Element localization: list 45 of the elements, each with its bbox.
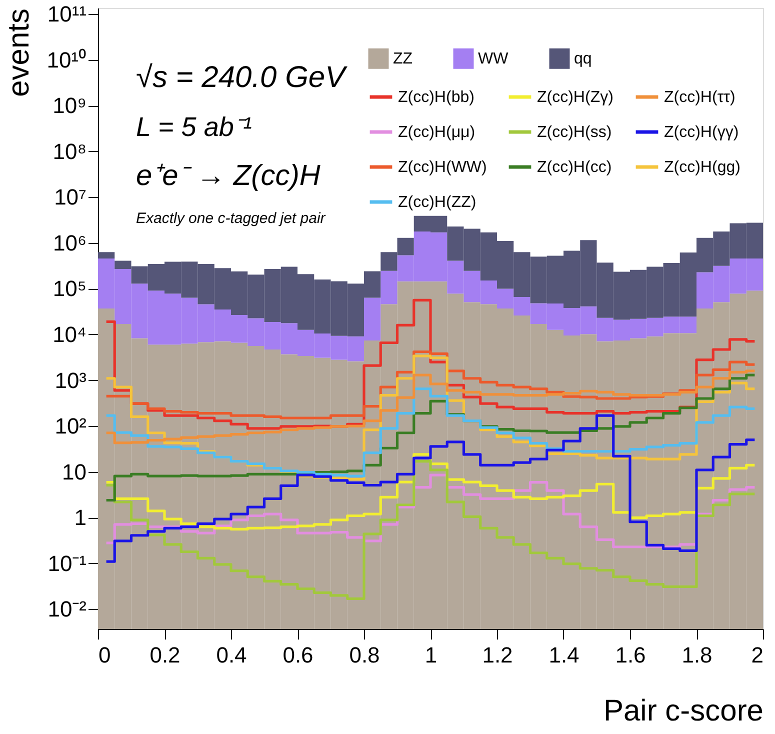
y-tick-label: 10⁷ xyxy=(54,184,87,210)
y-tick-label: 10⁵ xyxy=(52,276,86,302)
legend-label: Z(cc)H(gg) xyxy=(664,159,740,176)
y-tick-label: 10³ xyxy=(54,368,86,393)
x-tick-label: 0.4 xyxy=(216,642,247,668)
legend-label: Z(cc)H(Zγ) xyxy=(537,89,614,106)
y-tick-label: 10⁸ xyxy=(52,138,86,164)
annotation: e⁺e⁻ → Z(cc)H xyxy=(136,160,320,192)
legend-label: Z(cc)H(γγ) xyxy=(664,124,739,141)
legend-label: Z(cc)H(WW) xyxy=(398,159,487,176)
legend-label: Z(cc)H(μμ) xyxy=(398,124,476,141)
x-tick-label: 1.8 xyxy=(682,642,712,668)
y-tick-label: 10¹¹ xyxy=(47,1,86,26)
x-tick-label: 0.6 xyxy=(282,642,314,668)
legend-label: Z(cc)H(ZZ) xyxy=(398,194,476,211)
legend-label: ZZ xyxy=(393,50,413,68)
bar xyxy=(98,252,115,258)
x-tick-label: 2 xyxy=(751,642,764,668)
y-tick-label: 10² xyxy=(54,414,86,439)
x-tick-label: 0.2 xyxy=(150,642,180,668)
y-tick-label: 10⁶ xyxy=(52,230,86,256)
legend-label: Z(cc)H(ττ) xyxy=(664,89,736,106)
annotation: √s = 240.0 GeV xyxy=(136,61,348,94)
y-tick-label: 10⁻¹ xyxy=(48,550,86,576)
y-tick-label: 10⁻² xyxy=(48,596,86,622)
x-axis-title: Pair c-score xyxy=(603,694,764,728)
x-tick-label: 1.4 xyxy=(548,642,580,668)
legend-label: qq xyxy=(574,50,592,68)
legend-label: Z(cc)H(bb) xyxy=(398,89,474,106)
annotation: Exactly one c-tagged jet pair xyxy=(136,210,326,227)
legend-label: WW xyxy=(478,50,510,68)
x-tick-label: 0.8 xyxy=(349,642,380,668)
x-tick-label: 0 xyxy=(98,642,111,668)
legend-label: Z(cc)H(ss) xyxy=(537,124,612,141)
y-tick-label: 1 xyxy=(74,505,86,530)
legend-label: Z(cc)H(cc) xyxy=(537,159,612,176)
y-axis-title: events xyxy=(2,8,36,97)
x-tick-label: 1.6 xyxy=(615,642,646,668)
y-tick-label: 10¹⁰ xyxy=(46,47,86,72)
y-tick-label: 10 xyxy=(62,459,86,484)
annotation: L = 5 ab⁻¹ xyxy=(136,112,252,142)
y-tick-label: 10⁹ xyxy=(52,93,86,118)
x-tick-label: 1 xyxy=(424,642,438,668)
x-tick-label: 1.2 xyxy=(482,642,513,668)
y-tick-label: 10⁴ xyxy=(52,322,86,347)
